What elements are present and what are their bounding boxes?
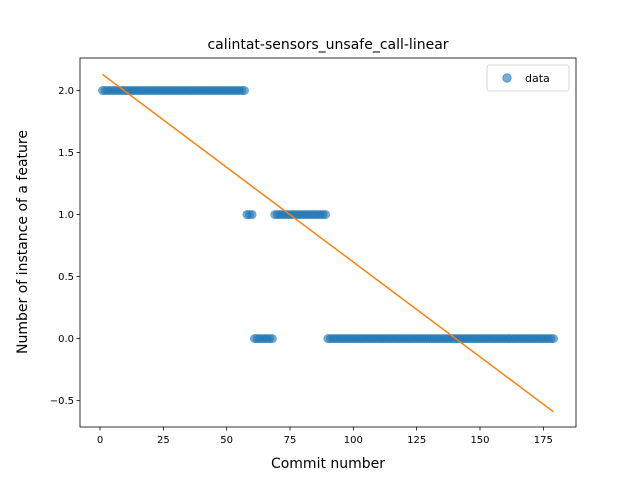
data-point (267, 334, 277, 344)
legend-box (486, 64, 570, 92)
data-point (239, 86, 249, 96)
x-tick-label: 25 (157, 435, 170, 446)
x-tick-label: 0 (97, 435, 103, 446)
x-axis: 0 25 50 75 100 125 150 175 (97, 427, 553, 446)
legend-label: data (525, 72, 550, 85)
y-tick-label: 0.0 (58, 334, 74, 345)
y-axis: −0.5 0.0 0.5 1.0 1.5 2.0 (50, 86, 80, 407)
data-point (320, 210, 330, 220)
y-tick-label: −0.5 (50, 396, 74, 407)
x-tick-label: 50 (220, 435, 233, 446)
x-tick-label: 100 (344, 435, 363, 446)
data-point (548, 334, 558, 344)
x-axis-label: Commit number (271, 456, 385, 472)
legend-marker (502, 73, 512, 83)
y-tick-label: 1.0 (58, 210, 74, 221)
x-tick-label: 150 (470, 435, 489, 446)
y-tick-label: 0.5 (58, 272, 74, 283)
data-point (247, 210, 257, 220)
fit-line (102, 73, 554, 413)
y-axis-label: Number of instance of a feature (15, 130, 31, 354)
x-tick-label: 125 (407, 435, 426, 446)
data-layer (98, 73, 558, 413)
x-tick-label: 75 (284, 435, 297, 446)
x-tick-label: 175 (534, 435, 553, 446)
y-tick-label: 2.0 (58, 86, 74, 97)
legend: data (486, 64, 570, 92)
chart-title: calintat-sensors_unsafe_call-linear (207, 37, 448, 53)
y-tick-label: 1.5 (58, 148, 74, 159)
